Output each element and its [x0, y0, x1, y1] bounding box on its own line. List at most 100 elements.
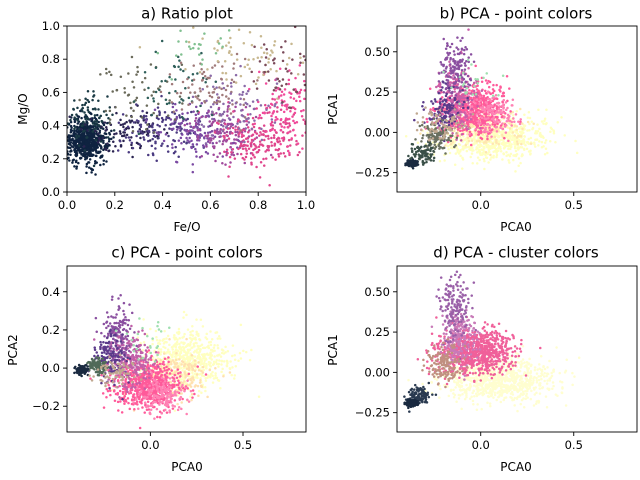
data-point [180, 341, 183, 344]
data-point [293, 121, 297, 125]
data-point [552, 131, 556, 135]
data-point [214, 374, 217, 377]
data-point [452, 71, 455, 74]
data-point [543, 119, 546, 122]
data-point [452, 85, 455, 89]
data-point [105, 113, 108, 117]
data-point [122, 131, 125, 134]
data-point [221, 112, 225, 116]
data-point [522, 138, 525, 141]
data-point [211, 145, 215, 148]
data-point [95, 161, 98, 164]
data-point [498, 105, 501, 108]
data-point [463, 62, 467, 65]
data-point [289, 130, 292, 133]
data-point [152, 134, 156, 138]
data-point [99, 140, 103, 143]
data-point [229, 92, 233, 95]
data-point [102, 127, 105, 131]
data-point [258, 176, 262, 179]
data-point [232, 115, 235, 119]
data-point [453, 129, 456, 133]
data-point [175, 128, 179, 131]
data-point [415, 128, 419, 132]
data-point [99, 114, 103, 118]
data-point [495, 155, 498, 159]
data-point [509, 112, 512, 115]
data-point [85, 162, 89, 166]
data-point [289, 96, 292, 99]
data-point [468, 119, 471, 123]
data-point [196, 109, 199, 113]
data-point [220, 119, 224, 123]
data-point [140, 116, 144, 119]
data-point [486, 134, 489, 138]
data-point [513, 136, 516, 140]
data-point [215, 121, 219, 124]
data-point [94, 145, 97, 148]
data-point [470, 63, 473, 66]
data-point [281, 130, 285, 134]
data-point [218, 86, 221, 89]
data-point [136, 130, 140, 133]
data-point [244, 137, 248, 141]
data-point [107, 139, 111, 143]
data-point [486, 137, 489, 141]
data-point [552, 129, 555, 132]
data-point [127, 150, 131, 154]
data-point [144, 121, 147, 124]
data-point [187, 86, 190, 90]
data-point [279, 142, 282, 146]
data-point [193, 130, 197, 134]
data-point [227, 51, 231, 54]
data-point [103, 132, 107, 135]
data-point [473, 135, 476, 138]
data-point [86, 152, 90, 155]
data-point [234, 81, 238, 84]
data-point [150, 94, 153, 97]
data-point [274, 148, 278, 152]
data-point [237, 28, 241, 31]
data-point [464, 116, 467, 119]
data-point [228, 127, 232, 130]
data-point [475, 98, 479, 101]
data-point [538, 127, 541, 131]
data-point [417, 157, 421, 160]
data-point [108, 106, 112, 109]
data-point [529, 152, 532, 155]
panel-c-points [73, 293, 261, 430]
data-point [491, 128, 494, 131]
data-point [200, 123, 203, 126]
data-point [190, 146, 193, 150]
data-point [438, 105, 441, 109]
data-point [419, 132, 422, 135]
data-point [152, 111, 155, 115]
data-point [460, 81, 464, 84]
data-point [268, 183, 271, 187]
data-point [95, 154, 98, 158]
data-point [526, 120, 530, 124]
data-point [273, 104, 277, 108]
data-point [285, 63, 289, 66]
data-point [526, 129, 529, 132]
data-point [68, 115, 71, 118]
data-point [225, 153, 228, 157]
data-point [257, 116, 261, 119]
data-point [163, 111, 167, 114]
data-point [454, 144, 457, 147]
data-point [250, 43, 254, 47]
data-point [207, 374, 210, 377]
data-point [267, 57, 270, 61]
data-point [497, 107, 501, 111]
data-point [303, 89, 306, 92]
data-point [67, 134, 71, 137]
data-point [452, 82, 456, 85]
data-point [524, 144, 527, 147]
data-point [460, 64, 463, 67]
data-point [428, 87, 432, 90]
data-point [87, 166, 91, 169]
data-point [293, 111, 297, 115]
data-point [436, 122, 440, 125]
data-point [195, 155, 198, 158]
data-point [149, 63, 153, 66]
